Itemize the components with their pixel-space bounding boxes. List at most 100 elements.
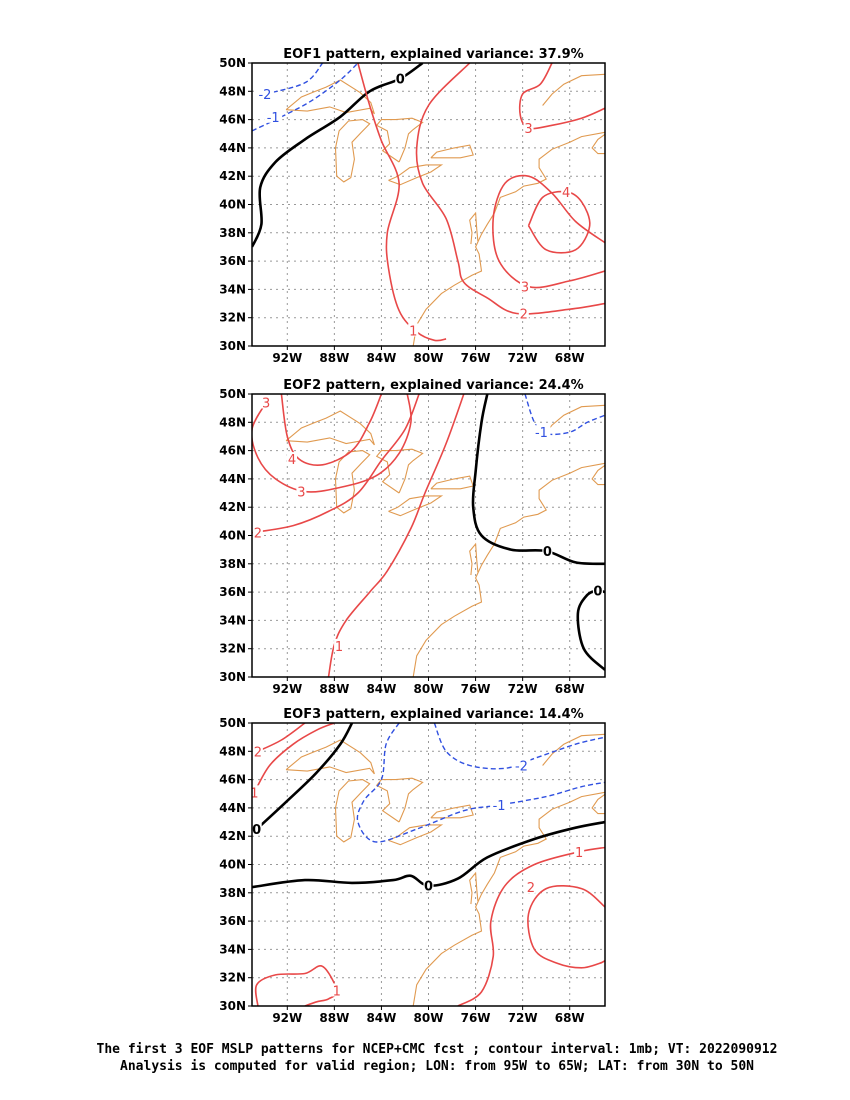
coastline (388, 824, 444, 846)
y-tick-label: 46N (219, 113, 246, 127)
panel-title: EOF1 pattern, explained variance: 37.9% (283, 47, 583, 62)
contour-label-bg (252, 822, 262, 836)
coastline (469, 211, 479, 245)
coastline (285, 739, 375, 775)
contour-line (527, 885, 605, 969)
x-tick-label: 80W (414, 1011, 444, 1025)
y-tick-label: 48N (219, 415, 246, 429)
contour-label-bg (592, 583, 603, 597)
y-tick-label: 30N (219, 999, 246, 1013)
contour-label: 3 (521, 281, 529, 296)
contour-label: 0 (252, 823, 261, 838)
contour-line (471, 394, 605, 566)
eof2-panel: EOF2 pattern, explained variance: 24.4% 3… (219, 378, 606, 696)
coastline (334, 779, 371, 843)
contour-label-bg (255, 87, 274, 101)
contour-line (356, 723, 605, 843)
coastline (591, 128, 605, 155)
contour-line (252, 63, 359, 132)
contour-label-bg (532, 425, 551, 439)
contour-label: -1 (535, 426, 548, 441)
y-tick-label: 34N (219, 613, 246, 627)
contour-label: 0 (543, 545, 552, 560)
y-tick-label: 42N (219, 500, 246, 514)
x-tick-label: 92W (272, 1011, 302, 1025)
coastline (469, 542, 479, 576)
contour-label-bg (264, 109, 283, 123)
coastline (430, 475, 474, 490)
footer-line-1: The first 3 EOF MSLP patterns for NCEP+C… (97, 1042, 778, 1057)
contour-label: 2 (520, 307, 528, 322)
contour-label: 1 (250, 786, 258, 801)
contour-label: 1 (409, 324, 417, 339)
y-tick-label: 34N (219, 282, 246, 296)
contour-line (252, 394, 420, 534)
x-tick-label: 72W (508, 351, 538, 365)
x-tick-label: 92W (272, 682, 302, 696)
y-tick-label: 34N (219, 942, 246, 956)
contour-line (524, 394, 605, 436)
x-tick-label: 72W (508, 1011, 538, 1025)
contour-label-bg (525, 880, 536, 894)
coastline (542, 404, 605, 437)
contour-label: 2 (527, 881, 535, 896)
y-tick-label: 36N (219, 254, 246, 268)
contour-label-bg (523, 121, 534, 135)
x-tick-label: 88W (319, 682, 349, 696)
contour-label-bg (408, 323, 419, 337)
y-tick-label: 40N (219, 529, 246, 543)
x-tick-label: 72W (508, 682, 538, 696)
contour-label-bg (334, 638, 345, 652)
x-tick-label: 88W (319, 351, 349, 365)
coastline (375, 777, 424, 823)
contour-label-bg (512, 758, 531, 772)
contour-label-bg (542, 544, 553, 558)
contour-label: 4 (288, 453, 296, 468)
coastline (412, 791, 605, 1006)
contour-label: -2 (258, 88, 271, 103)
y-tick-label: 40N (219, 198, 246, 212)
y-tick-label: 42N (219, 169, 246, 183)
contour-label-bg (561, 184, 572, 198)
coastline (334, 450, 371, 514)
y-tick-label: 30N (219, 339, 246, 353)
y-tick-label: 32N (219, 971, 246, 985)
contour-line (457, 846, 605, 1006)
contour-line (327, 394, 465, 677)
contour-label-bg (252, 744, 263, 758)
contour-line (252, 63, 424, 248)
panel-title: EOF2 pattern, explained variance: 24.4% (283, 378, 583, 393)
coastline (430, 144, 474, 159)
x-tick-label: 76W (461, 682, 491, 696)
x-tick-label: 84W (366, 1011, 396, 1025)
contour-line (280, 394, 383, 466)
contour-line (433, 723, 605, 770)
x-tick-label: 80W (414, 682, 444, 696)
y-tick-label: 46N (219, 773, 246, 787)
y-tick-label: 32N (219, 642, 246, 656)
contour-line (576, 589, 605, 671)
eof1-panel: EOF1 pattern, explained variance: 37.9% -… (219, 47, 606, 365)
contour-label: -1 (493, 799, 506, 814)
coastline (430, 804, 474, 819)
contour-line (415, 63, 605, 315)
coastline (388, 495, 444, 517)
contour-label: 1 (575, 846, 583, 861)
y-tick-label: 48N (219, 744, 246, 758)
y-tick-label: 50N (219, 716, 246, 730)
y-tick-label: 30N (219, 670, 246, 684)
x-tick-label: 88W (319, 1011, 349, 1025)
y-tick-label: 46N (219, 444, 246, 458)
contour-label: -1 (267, 111, 280, 126)
footer-line-2: Analysis is computed for valid region; L… (120, 1059, 754, 1074)
contour-line (357, 63, 447, 342)
contour-line (252, 394, 412, 493)
contour-line (518, 63, 605, 130)
contour-label-bg (395, 71, 406, 85)
contour-label: 1 (335, 640, 343, 655)
x-tick-label: 84W (366, 351, 396, 365)
contour-label-bg (423, 878, 434, 892)
contour-label: 0 (396, 73, 405, 88)
contour-label: 0 (593, 585, 602, 600)
